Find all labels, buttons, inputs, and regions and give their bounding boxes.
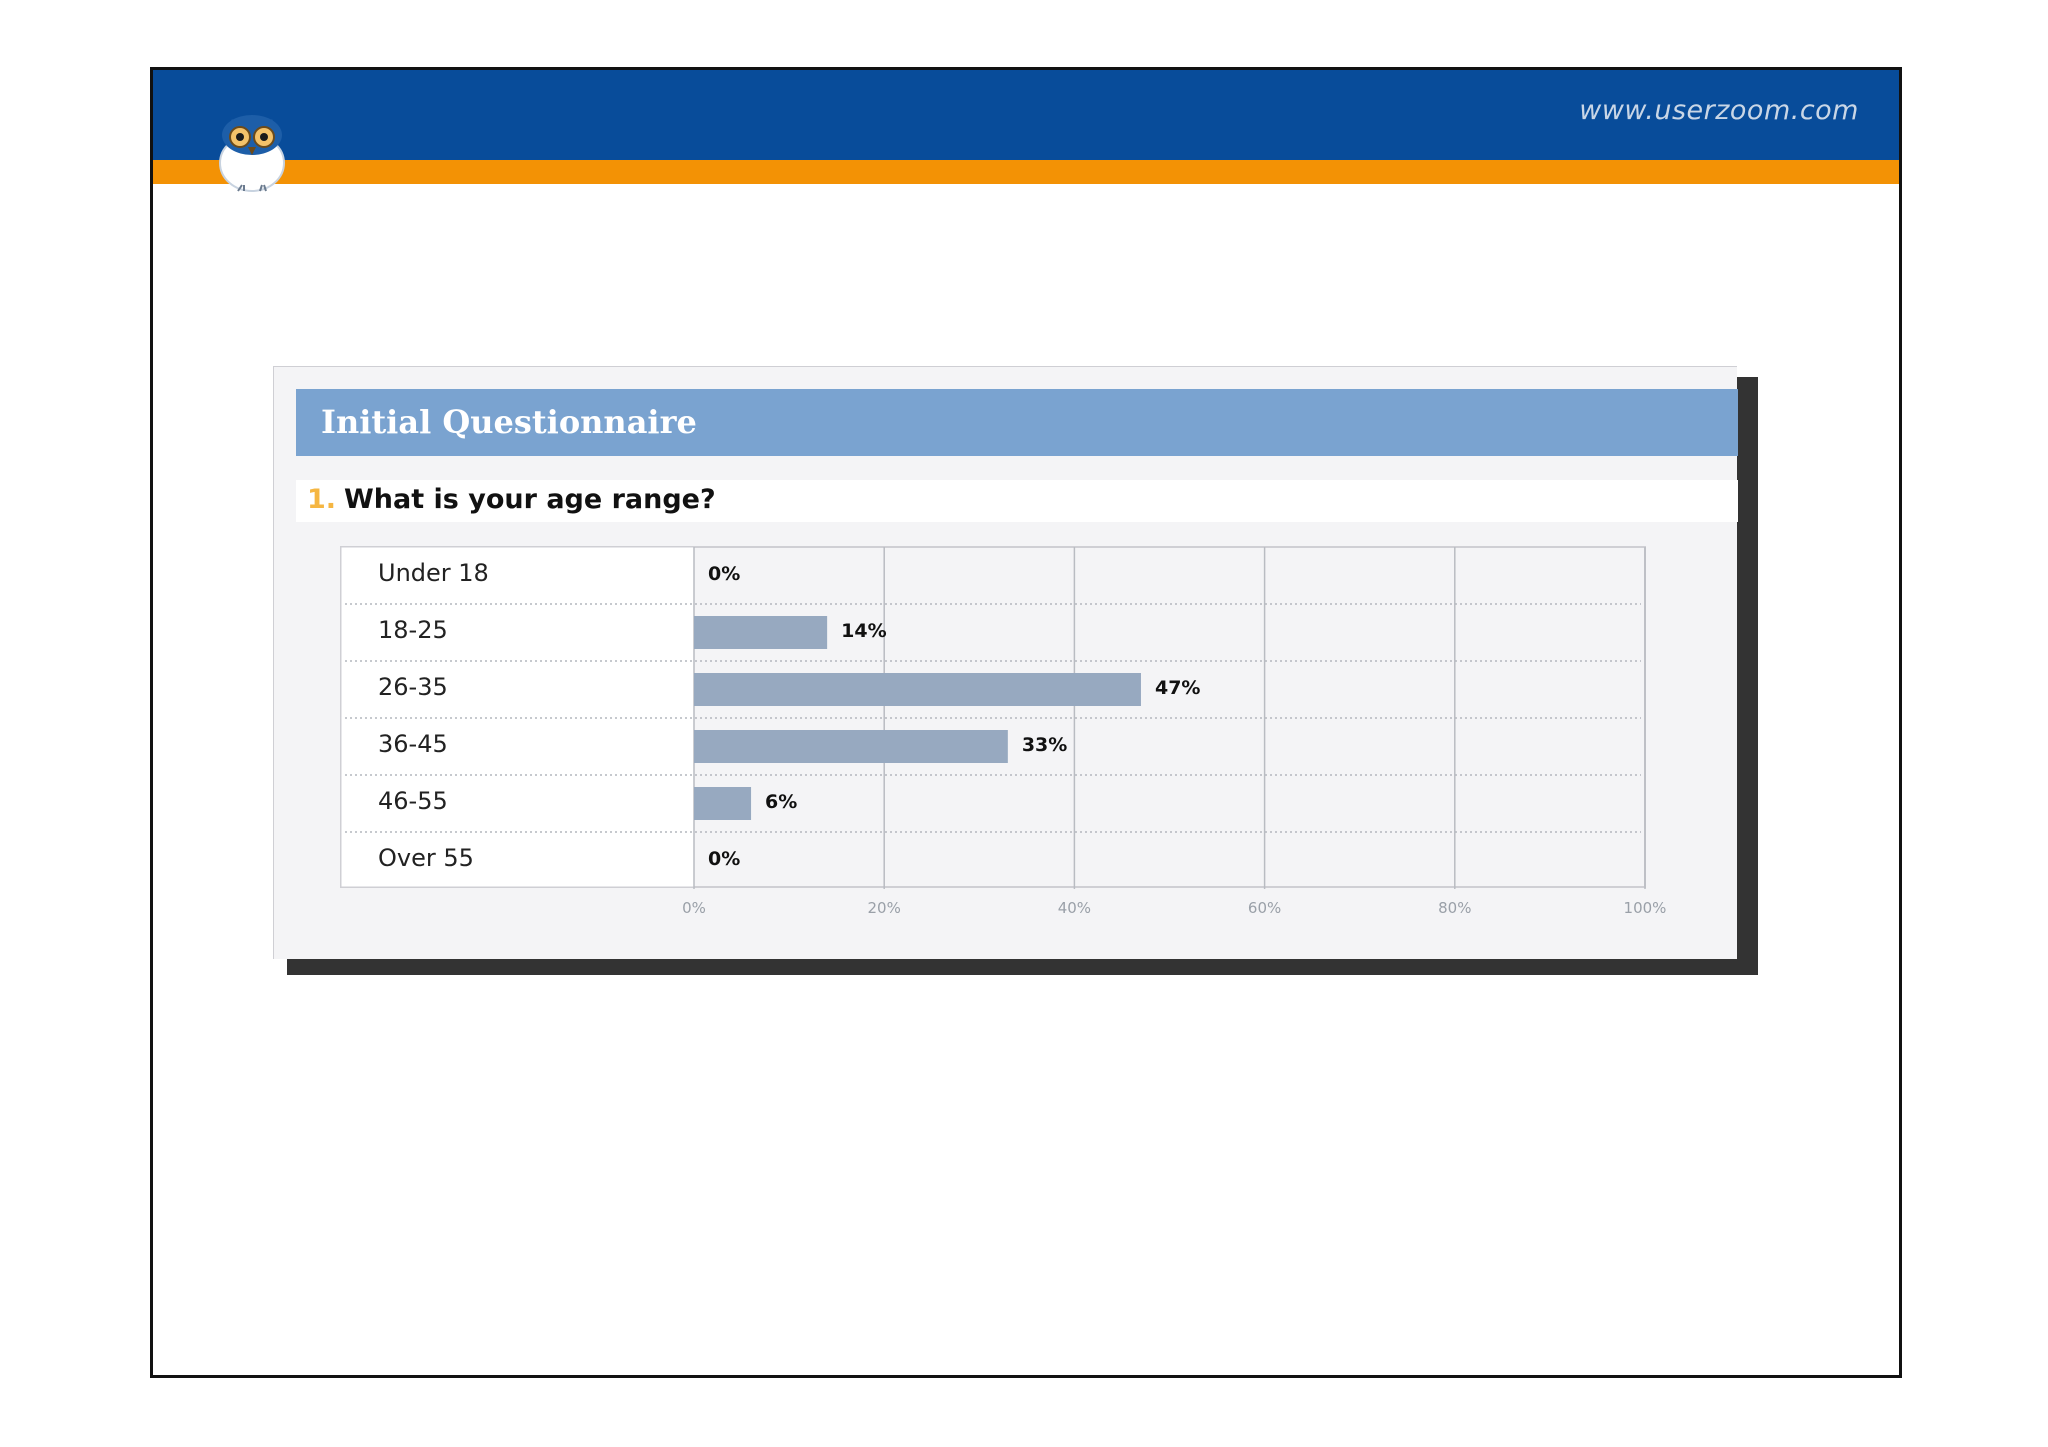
category-label: 18-25 [378, 616, 448, 644]
panel-title: Initial Questionnaire [321, 403, 697, 441]
chart-x-ticks: 0% 20% 40% 60% 80% 100% [682, 899, 1666, 917]
chart-rows: Under 18 0% 18-25 14% 26-35 47% 36-45 33% 46-55 6… [345, 559, 1641, 872]
category-label: 36-45 [378, 730, 448, 758]
category-label: Under 18 [378, 559, 489, 587]
bar-value-label: 0% [708, 848, 740, 870]
site-url[interactable]: www.userzoom.com [1579, 95, 1859, 126]
chart-gridlines [693, 547, 1646, 889]
header-blue-band: www.userzoom.com [153, 70, 1899, 160]
x-tick-label: 40% [1058, 899, 1091, 917]
header-orange-band [153, 160, 1899, 184]
bar [694, 730, 1008, 763]
bar [694, 673, 1141, 706]
chart-label-column [340, 546, 695, 888]
owl-logo-icon [219, 115, 285, 192]
category-label: Over 55 [378, 844, 474, 872]
question-bar: 1. What is your age range? [296, 480, 1738, 522]
x-tick-label: 60% [1248, 899, 1281, 917]
bar [694, 787, 752, 820]
x-tick-label: 80% [1438, 899, 1471, 917]
bar-value-label: 33% [1022, 734, 1067, 756]
x-tick-label: 20% [868, 899, 901, 917]
bar-value-label: 0% [708, 563, 740, 585]
bar-value-label: 47% [1155, 677, 1200, 699]
x-tick-label: 100% [1624, 899, 1667, 917]
question-number: 1. [307, 484, 337, 515]
bar-value-label: 14% [841, 620, 886, 642]
question-text: What is your age range? [344, 484, 716, 515]
bar-value-label: 6% [765, 791, 797, 813]
panel-title-bar: Initial Questionnaire [296, 389, 1738, 456]
x-tick-label: 0% [682, 899, 706, 917]
category-label: 46-55 [378, 787, 448, 815]
bar [694, 616, 828, 649]
category-label: 26-35 [378, 673, 448, 701]
